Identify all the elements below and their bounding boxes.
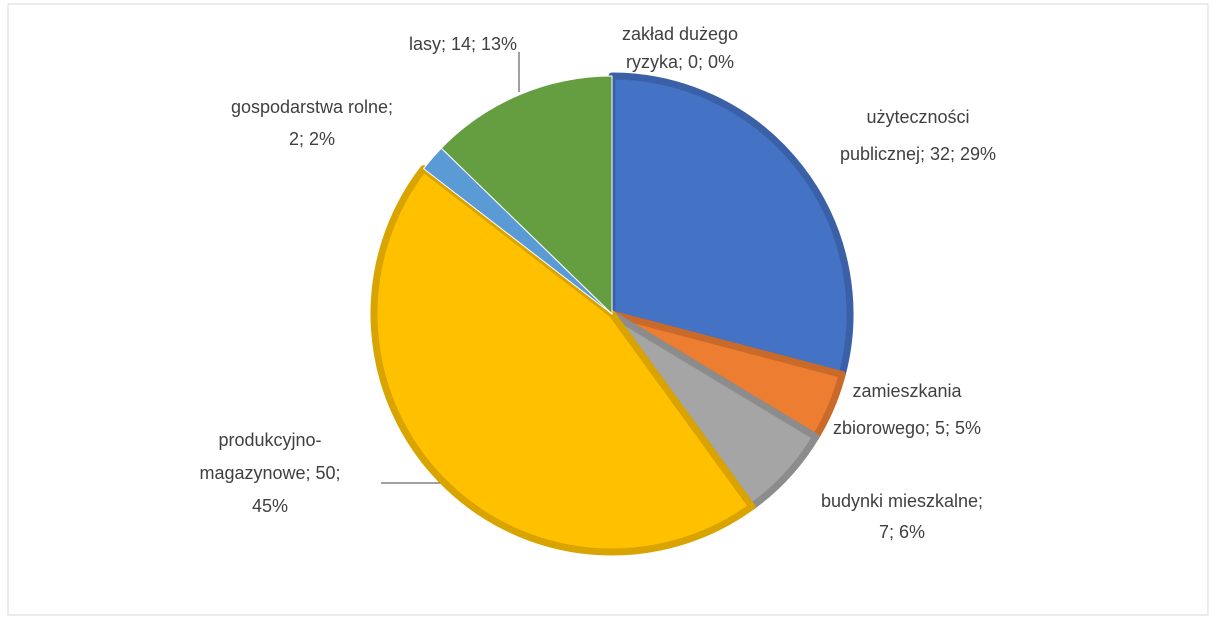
data-label: użyteczności xyxy=(866,107,969,127)
data-label: lasy; 14; 13% xyxy=(409,34,517,54)
data-label: 7; 6% xyxy=(879,522,925,542)
data-label: gospodarstwa rolne; xyxy=(231,97,393,117)
pie-slice xyxy=(608,72,854,379)
data-label: produkcyjno- xyxy=(218,430,321,450)
data-label: publicznej; 32; 29% xyxy=(840,144,996,164)
data-label: ryzyka; 0; 0% xyxy=(626,52,734,72)
data-label: zbiorowego; 5; 5% xyxy=(833,418,981,438)
data-label: budynki mieszkalne; xyxy=(821,491,983,511)
data-label: zakład dużego xyxy=(622,24,738,44)
data-label: 2; 2% xyxy=(289,129,335,149)
data-label: zamieszkania xyxy=(852,381,962,401)
data-label: 45% xyxy=(252,496,288,516)
pie-slice xyxy=(440,75,613,315)
pie-slice xyxy=(370,165,756,556)
data-label: magazynowe; 50; xyxy=(199,463,340,483)
